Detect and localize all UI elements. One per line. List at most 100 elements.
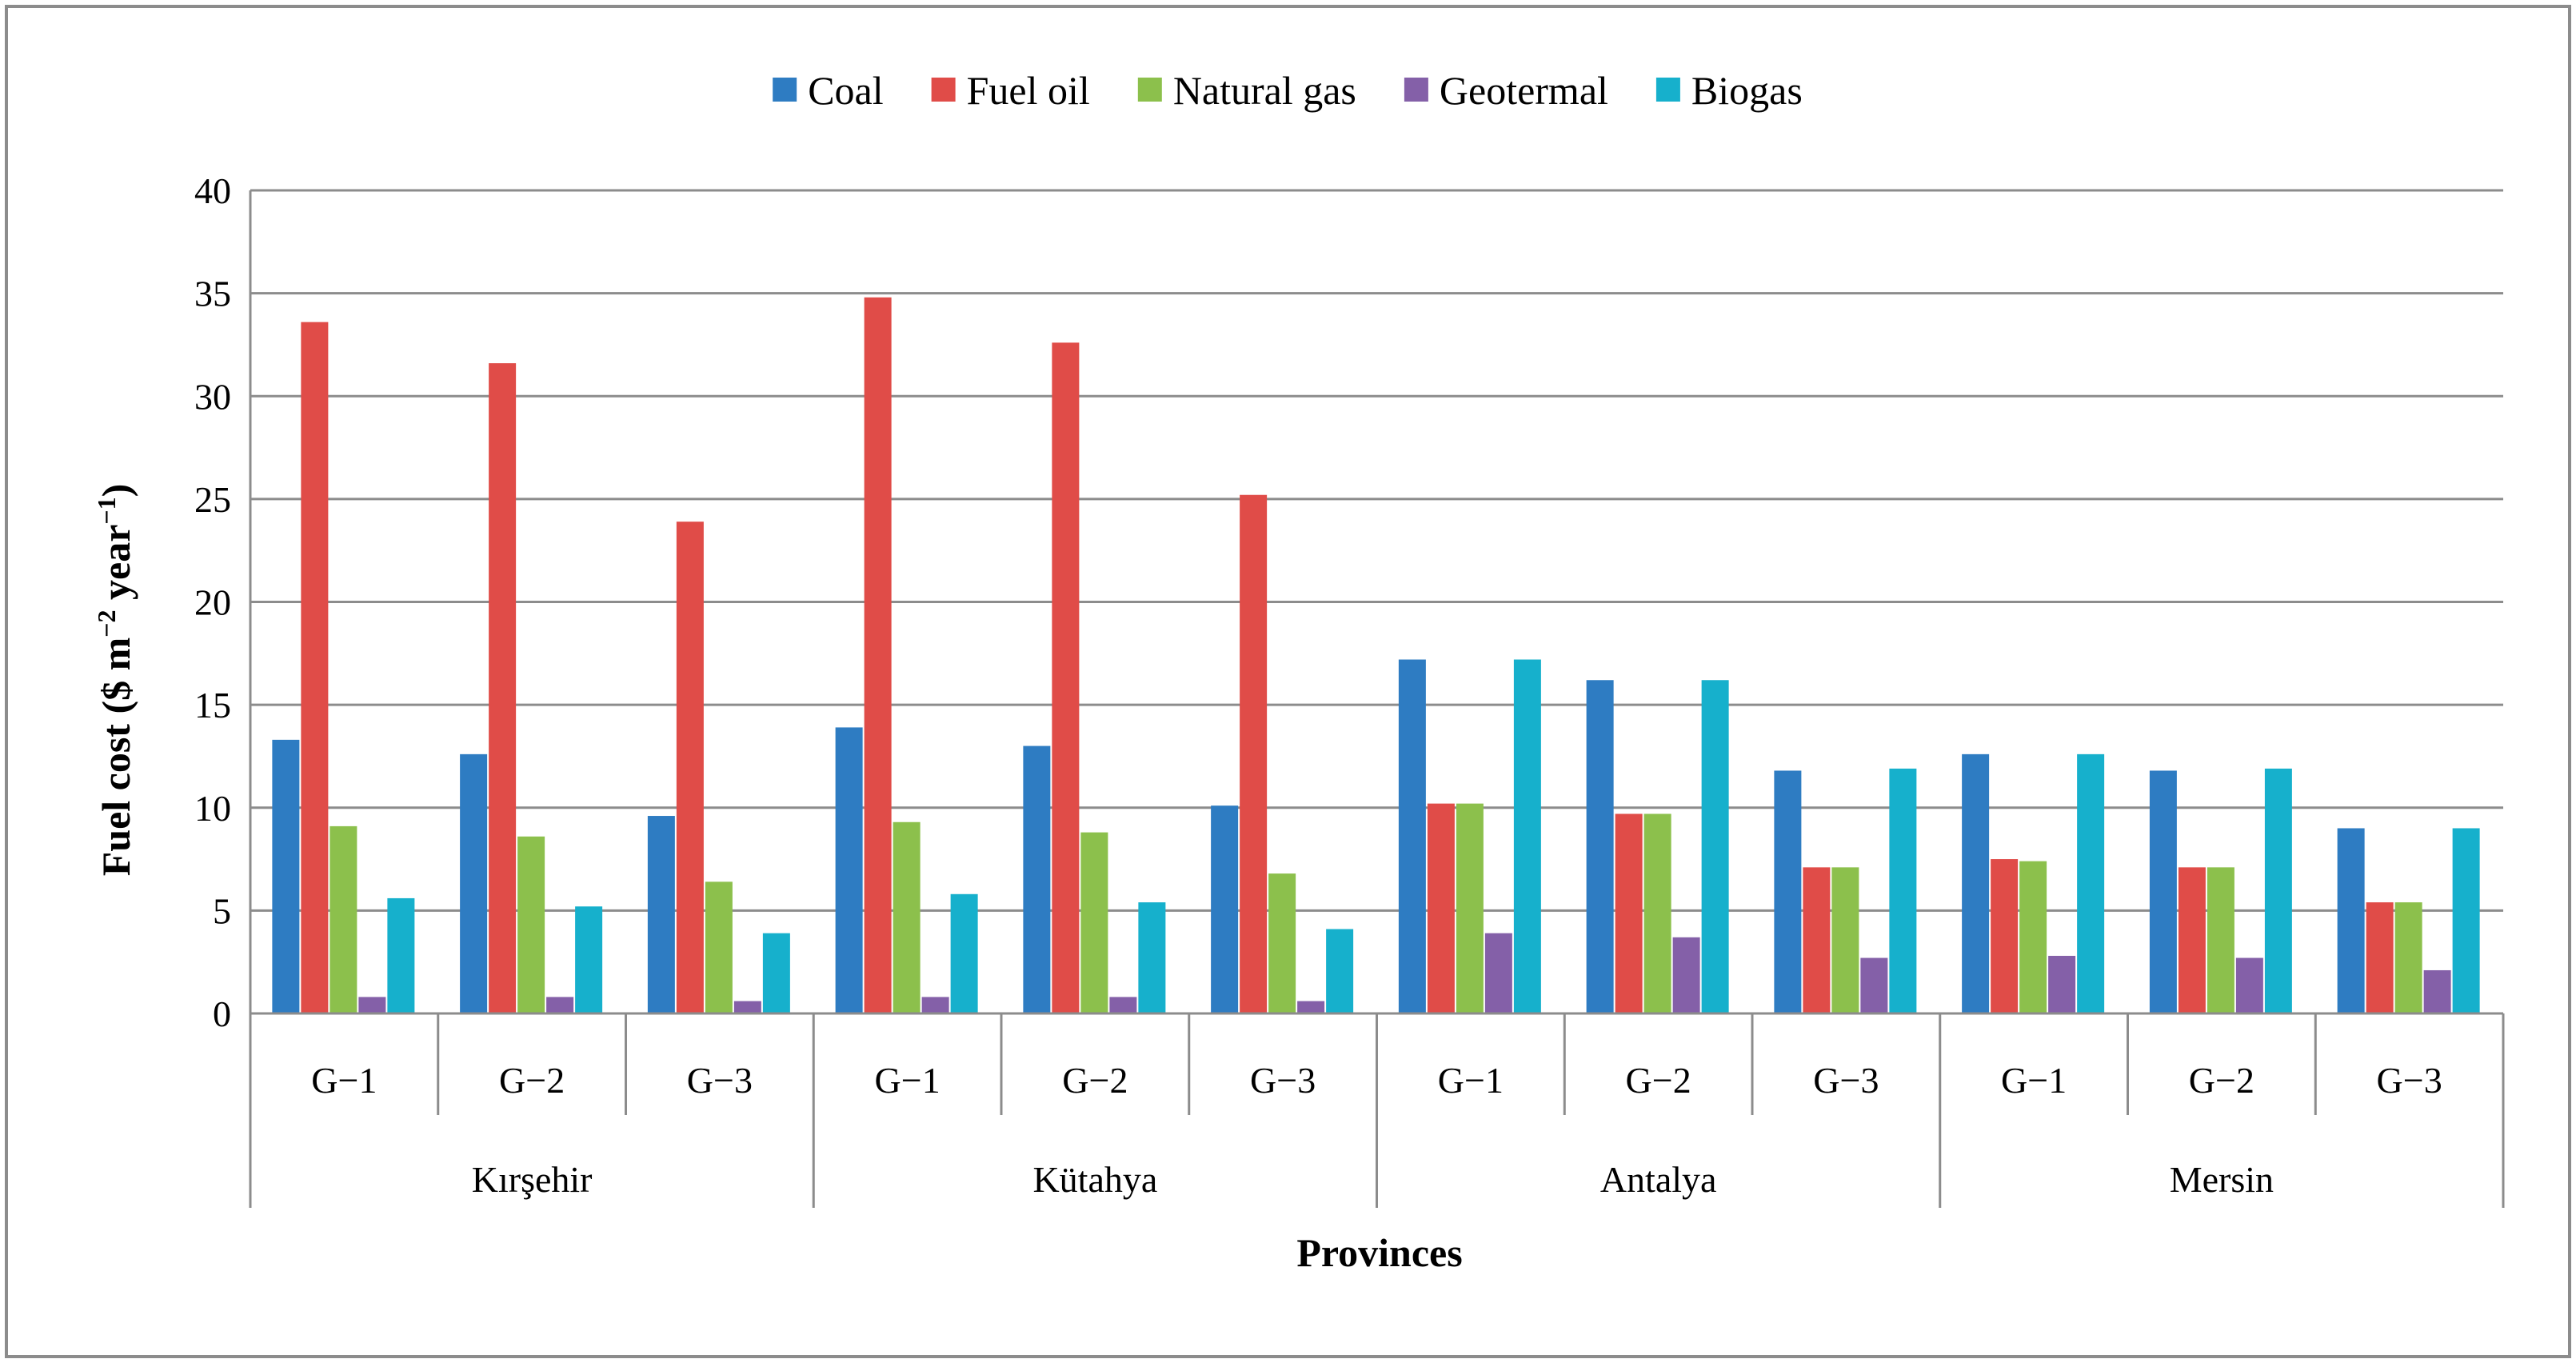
bar-geotermal-10 bbox=[2235, 957, 2263, 1013]
bar-geotermal-4 bbox=[1109, 997, 1137, 1013]
bar-natural-gas-0 bbox=[329, 825, 357, 1013]
y-tick-label: 0 bbox=[213, 993, 231, 1034]
x-subcategory-label: G−2 bbox=[499, 1060, 565, 1101]
y-tick-label: 10 bbox=[194, 788, 231, 829]
bars bbox=[272, 297, 2480, 1014]
bar-natural-gas-7 bbox=[1643, 813, 1671, 1013]
bar-geotermal-11 bbox=[2423, 969, 2451, 1013]
bar-biogas-8 bbox=[1889, 768, 1917, 1013]
bar-coal-1 bbox=[460, 753, 488, 1013]
y-tick-label: 25 bbox=[194, 479, 231, 520]
bar-geotermal-5 bbox=[1297, 1001, 1325, 1013]
x-group-label: Kütahya bbox=[1032, 1159, 1157, 1200]
axes: 0 5 10 15 20 25 30 35 40 G−1 G−2 G−3 G−1 G−2 G−3 G−1 G−2… bbox=[194, 170, 2505, 1208]
x-subcategory-label: G−1 bbox=[2001, 1060, 2067, 1101]
x-subcategory-label: G−3 bbox=[687, 1060, 753, 1101]
y-tick-label: 5 bbox=[213, 890, 231, 931]
bar-natural-gas-2 bbox=[705, 881, 733, 1013]
x-subcategory-label: G−2 bbox=[1062, 1060, 1128, 1101]
x-group-label: Antalya bbox=[1600, 1159, 1717, 1200]
bar-biogas-2 bbox=[762, 933, 790, 1013]
legend-swatch-natural-gas bbox=[1137, 78, 1162, 102]
bar-coal-5 bbox=[1211, 805, 1239, 1013]
bar-coal-0 bbox=[272, 739, 300, 1013]
bar-coal-9 bbox=[1962, 753, 1990, 1013]
x-axis-title: Provinces bbox=[1296, 1230, 1462, 1275]
bar-geotermal-2 bbox=[733, 1001, 761, 1013]
bar-natural-gas-3 bbox=[893, 821, 921, 1013]
bar-biogas-11 bbox=[2452, 828, 2480, 1013]
x-subcategory-label: G−3 bbox=[1250, 1060, 1316, 1101]
legend-label-fuel-oil: Fuel oil bbox=[967, 68, 1090, 113]
x-subcategory-label: G−1 bbox=[875, 1060, 941, 1101]
bar-natural-gas-8 bbox=[1831, 867, 1859, 1013]
legend: Coal Fuel oil Natural gas Geotermal Biogas bbox=[773, 68, 1803, 113]
bar-geotermal-3 bbox=[921, 997, 949, 1013]
bar-geotermal-1 bbox=[546, 997, 574, 1013]
y-tick-label: 30 bbox=[194, 376, 231, 417]
bar-natural-gas-6 bbox=[1456, 803, 1484, 1013]
bar-coal-4 bbox=[1023, 745, 1051, 1013]
x-group-label: Kırşehir bbox=[472, 1159, 593, 1200]
bar-biogas-3 bbox=[950, 893, 978, 1013]
legend-swatch-fuel-oil bbox=[931, 78, 956, 102]
legend-swatch-biogas bbox=[1655, 78, 1680, 102]
x-subcategory-label: G−3 bbox=[2377, 1060, 2442, 1101]
bar-fuel-oil-2 bbox=[676, 522, 704, 1013]
legend-swatch-geotermal bbox=[1404, 78, 1428, 102]
bar-biogas-4 bbox=[1138, 902, 1166, 1013]
x-group-label: Mersin bbox=[2170, 1159, 2274, 1200]
bar-natural-gas-5 bbox=[1268, 873, 1296, 1013]
bar-geotermal-9 bbox=[2048, 955, 2076, 1013]
bar-fuel-oil-10 bbox=[2178, 867, 2206, 1013]
bar-natural-gas-9 bbox=[2019, 861, 2047, 1013]
bar-fuel-oil-5 bbox=[1240, 494, 1268, 1013]
x-subcategory-label: G−1 bbox=[311, 1060, 377, 1101]
bar-fuel-oil-3 bbox=[864, 297, 892, 1013]
bar-coal-3 bbox=[835, 727, 863, 1013]
bar-biogas-7 bbox=[1701, 680, 1729, 1013]
legend-label-biogas: Biogas bbox=[1691, 68, 1803, 113]
legend-swatch-coal bbox=[773, 78, 797, 102]
bar-fuel-oil-4 bbox=[1052, 342, 1080, 1013]
bar-biogas-6 bbox=[1513, 659, 1541, 1013]
bar-coal-7 bbox=[1586, 680, 1614, 1013]
y-tick-label: 35 bbox=[194, 274, 231, 314]
bar-natural-gas-10 bbox=[2207, 867, 2235, 1013]
bar-fuel-oil-0 bbox=[301, 322, 329, 1013]
bar-geotermal-8 bbox=[1860, 957, 1888, 1013]
bar-biogas-0 bbox=[387, 897, 415, 1013]
bar-coal-11 bbox=[2337, 828, 2365, 1013]
bar-coal-2 bbox=[647, 816, 675, 1013]
bar-fuel-oil-6 bbox=[1427, 803, 1455, 1013]
legend-label-natural-gas: Natural gas bbox=[1173, 68, 1356, 113]
bar-coal-10 bbox=[2149, 770, 2177, 1013]
bar-geotermal-6 bbox=[1484, 933, 1512, 1013]
y-tick-label: 40 bbox=[194, 170, 231, 211]
bar-fuel-oil-7 bbox=[1615, 813, 1643, 1013]
bar-fuel-oil-11 bbox=[2366, 902, 2394, 1013]
x-subcategory-label: G−3 bbox=[1813, 1060, 1879, 1101]
x-subcategory-label: G−2 bbox=[2189, 1060, 2254, 1101]
bar-biogas-5 bbox=[1326, 929, 1354, 1013]
bar-fuel-oil-1 bbox=[489, 363, 517, 1014]
bar-fuel-oil-9 bbox=[1991, 859, 2019, 1013]
y-tick-label: 20 bbox=[194, 582, 231, 623]
bar-biogas-10 bbox=[2264, 768, 2292, 1013]
legend-label-geotermal: Geotermal bbox=[1440, 68, 1608, 113]
x-subcategory-label: G−1 bbox=[1438, 1060, 1504, 1101]
x-subcategory-label: G−2 bbox=[1626, 1060, 1691, 1101]
bar-natural-gas-11 bbox=[2394, 902, 2422, 1013]
y-tick-label: 15 bbox=[194, 685, 231, 725]
bar-biogas-1 bbox=[575, 906, 603, 1013]
bar-geotermal-7 bbox=[1672, 937, 1700, 1013]
bar-fuel-oil-8 bbox=[1803, 867, 1831, 1013]
legend-label-coal: Coal bbox=[808, 68, 883, 113]
y-axis-title: Fuel cost ($ m−2 year−1) bbox=[92, 484, 138, 877]
bar-natural-gas-1 bbox=[517, 836, 545, 1013]
bar-biogas-9 bbox=[2077, 753, 2105, 1013]
bar-coal-6 bbox=[1398, 659, 1426, 1013]
